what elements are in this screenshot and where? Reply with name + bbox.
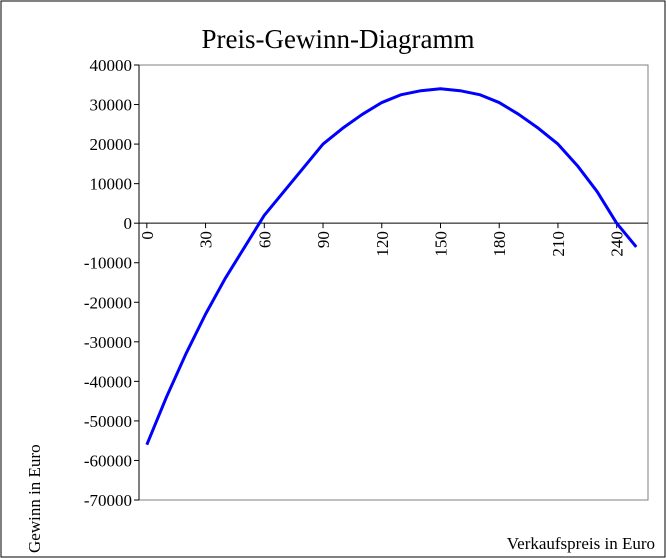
y-tick-label: -10000	[84, 254, 132, 273]
y-tick-label: 20000	[90, 135, 133, 154]
y-tick-label: -60000	[84, 451, 132, 470]
x-tick-label: 90	[314, 231, 333, 248]
y-tick-label: 0	[124, 214, 133, 233]
x-tick-label: 120	[373, 231, 392, 257]
y-tick-label: -30000	[84, 333, 132, 352]
x-tick-label: 150	[431, 231, 450, 257]
x-tick-label: 210	[549, 231, 568, 257]
x-tick-label: 240	[608, 231, 627, 257]
x-axis-label: Verkaufspreis in Euro	[507, 534, 655, 553]
x-tick-label: 60	[255, 231, 274, 248]
y-tick-label: 10000	[90, 175, 133, 194]
y-axis-label: Gewinn in Euro	[25, 444, 44, 553]
data-line	[145, 87, 638, 446]
y-tick-label: -20000	[84, 293, 132, 312]
y-tick-label: 40000	[90, 56, 133, 75]
x-tick-label: 30	[197, 231, 216, 248]
chart-title: Preis-Gewinn-Diagramm	[202, 24, 475, 54]
x-tick-label: 0	[138, 231, 157, 240]
x-tick-label: 180	[490, 231, 509, 257]
y-tick-label: 30000	[90, 96, 133, 115]
y-tick-label: -40000	[84, 372, 132, 391]
plot-area	[138, 64, 649, 501]
y-tick-label: -50000	[84, 412, 132, 431]
y-tick-label: -70000	[84, 491, 132, 510]
